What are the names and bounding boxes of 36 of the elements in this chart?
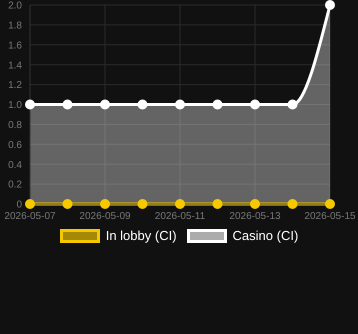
point (62, 199, 72, 209)
y-tick-label: 2.0 (8, 0, 22, 12)
x-tick-label: 2026-05-11 (154, 211, 206, 222)
x-tick-label: 2026-05-07 (4, 211, 56, 222)
point (212, 199, 222, 209)
point (175, 199, 185, 209)
y-tick-label: 0.8 (8, 120, 22, 131)
y-tick-label: 0.4 (8, 160, 22, 171)
point (325, 0, 335, 10)
point (138, 100, 148, 110)
y-tick-label: 1.4 (8, 60, 22, 72)
point (325, 199, 335, 209)
y-tick-label: 0.2 (8, 180, 22, 191)
x-tick-label: 2026-05-13 (229, 211, 282, 222)
legend-label: In lobby (CI) (106, 228, 177, 243)
point (212, 100, 222, 110)
x-tick-label: 2026-05-15 (304, 211, 356, 222)
y-tick-label: 0 (16, 200, 22, 211)
point (25, 199, 35, 209)
y-tick-label: 1.2 (8, 80, 22, 92)
point (100, 199, 110, 209)
y-tick-label: 0.6 (8, 140, 22, 151)
point (250, 100, 260, 110)
point (100, 100, 110, 110)
legend-label: Casino (CI) (232, 228, 298, 243)
point (288, 199, 298, 209)
point (25, 100, 35, 110)
y-tick-label: 1.0 (8, 100, 22, 112)
y-tick-label: 1.6 (8, 40, 22, 52)
point (175, 100, 185, 110)
point (138, 199, 148, 209)
point (288, 100, 298, 110)
point (250, 199, 260, 209)
x-tick-label: 2026-05-09 (79, 211, 132, 222)
point (62, 100, 72, 110)
y-tick-label: 1.8 (8, 20, 22, 32)
